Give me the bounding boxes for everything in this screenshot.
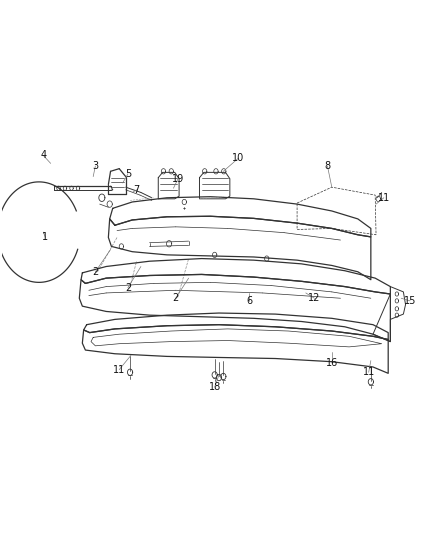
- Text: 15: 15: [404, 296, 416, 306]
- Text: 1: 1: [42, 232, 49, 243]
- Text: 11: 11: [113, 365, 125, 375]
- Text: 7: 7: [134, 185, 140, 195]
- Text: 11: 11: [378, 193, 390, 203]
- Text: 18: 18: [208, 382, 221, 392]
- Text: 10: 10: [233, 153, 245, 163]
- Text: 12: 12: [308, 293, 321, 303]
- Text: 2: 2: [173, 293, 179, 303]
- Text: 19: 19: [172, 174, 184, 184]
- Text: 16: 16: [326, 358, 338, 368]
- Text: 4: 4: [40, 150, 46, 160]
- Text: 5: 5: [125, 169, 131, 179]
- Text: 11: 11: [363, 367, 375, 377]
- Text: 6: 6: [246, 296, 252, 306]
- Text: 2: 2: [125, 282, 131, 293]
- Text: 3: 3: [92, 161, 99, 171]
- Text: 2: 2: [92, 267, 99, 277]
- Text: 8: 8: [325, 161, 331, 171]
